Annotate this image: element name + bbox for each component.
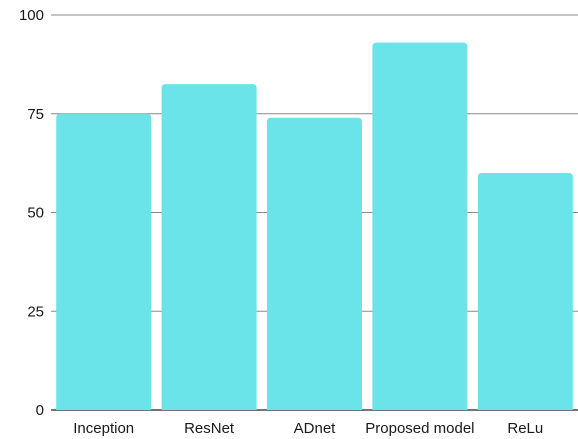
y-tick-label: 0 bbox=[36, 402, 44, 419]
x-category-label: Proposed model bbox=[365, 420, 474, 437]
bar-inception bbox=[56, 113, 152, 410]
x-category-label: ADnet bbox=[294, 420, 337, 437]
x-category-label: Inception bbox=[73, 420, 134, 437]
x-category-label: ResNet bbox=[184, 420, 235, 437]
bar-adnet bbox=[267, 117, 362, 410]
bar-resnet bbox=[161, 84, 257, 410]
bar-relu bbox=[477, 173, 573, 410]
x-category-label: ReLu bbox=[507, 420, 543, 437]
y-tick-label: 100 bbox=[19, 7, 44, 24]
y-axis-ticks: 0 25 50 75 100 bbox=[19, 7, 44, 419]
y-tick-label: 25 bbox=[27, 303, 44, 320]
bars bbox=[56, 42, 573, 411]
y-tick-label: 75 bbox=[27, 106, 44, 123]
bar-proposed-model bbox=[372, 42, 468, 411]
x-axis-labels: Inception ResNet ADnet Proposed model ReLu bbox=[73, 420, 543, 437]
y-tick-label: 50 bbox=[27, 205, 44, 222]
